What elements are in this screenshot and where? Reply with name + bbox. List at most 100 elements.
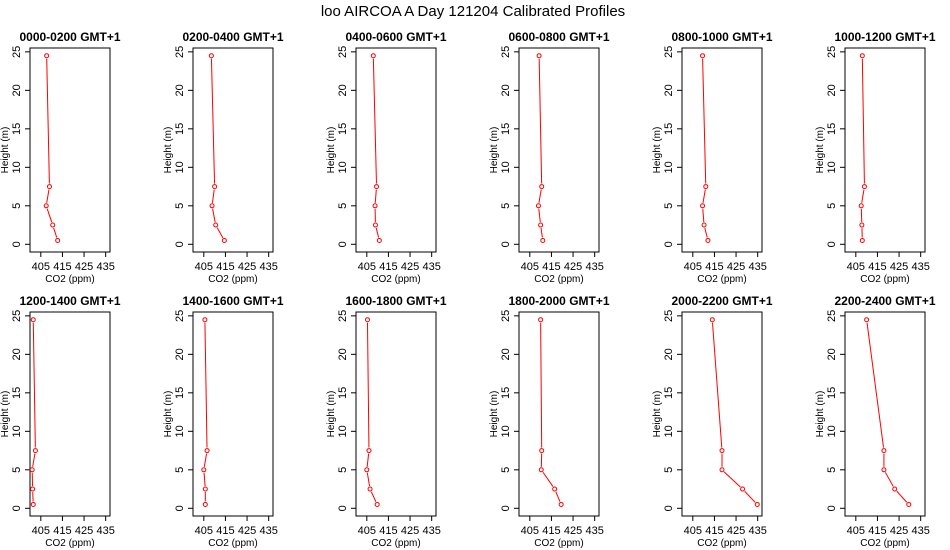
data-point: [538, 467, 544, 473]
y-tick-label: 15: [500, 387, 512, 399]
x-tick-label: 435: [585, 261, 603, 273]
y-tick-label: 0: [500, 505, 512, 511]
series-segment: [366, 472, 371, 487]
y-tick-label: 20: [663, 348, 675, 360]
series-segment: [744, 490, 756, 503]
y-tick-label: 5: [500, 467, 512, 473]
y-tick-label: 20: [174, 84, 186, 96]
y-tick-label: 0: [663, 241, 675, 247]
x-tick-label: 425: [238, 525, 256, 537]
series-segment: [366, 453, 370, 467]
data-point: [558, 501, 564, 507]
data-point: [374, 184, 380, 190]
data-point: [376, 237, 382, 243]
y-tick-label: 10: [663, 425, 675, 437]
data-point: [46, 184, 52, 190]
series-segment: [896, 490, 908, 503]
data-point: [538, 317, 544, 323]
x-tick-label: 415: [53, 261, 71, 273]
y-tick-label: 20: [500, 84, 512, 96]
y-axis-label: Height (m): [815, 391, 826, 438]
x-tick-label: 415: [705, 261, 723, 273]
y-tick-label: 15: [11, 387, 23, 399]
x-tick-label: 415: [705, 525, 723, 537]
y-tick-label: 20: [337, 348, 349, 360]
x-axis-label: CO2 (ppm): [534, 274, 583, 285]
y-tick-label: 15: [826, 123, 838, 135]
panel-title: 0400-0600 GMT+1: [345, 30, 446, 44]
x-tick-label: 415: [868, 261, 886, 273]
plot-frame: [518, 47, 600, 253]
x-tick-label: 405: [847, 525, 865, 537]
data-point: [32, 448, 38, 454]
panel-title: 1400-1600 GMT+1: [182, 294, 283, 308]
plot-frame: [355, 47, 437, 253]
x-tick-label: 405: [847, 261, 865, 273]
y-tick-label: 15: [826, 387, 838, 399]
y-axis-label: Height (m): [163, 391, 174, 438]
y-tick-label: 10: [826, 161, 838, 173]
x-tick-label: 425: [564, 525, 582, 537]
series-segment: [711, 322, 723, 448]
plot-frame: [681, 311, 763, 517]
data-point: [703, 184, 709, 190]
data-point: [858, 203, 864, 209]
x-tick-label: 425: [401, 261, 419, 273]
x-axis-label: CO2 (ppm): [208, 274, 257, 285]
x-axis-label: CO2 (ppm): [697, 274, 746, 285]
data-point: [881, 448, 887, 454]
y-tick-label: 15: [663, 387, 675, 399]
data-point: [859, 237, 865, 243]
data-point: [892, 486, 898, 492]
panel-title: 1000-1200 GMT+1: [834, 30, 935, 44]
y-tick-label: 10: [500, 425, 512, 437]
y-tick-label: 15: [174, 387, 186, 399]
y-tick-label: 20: [826, 348, 838, 360]
y-tick-label: 5: [11, 203, 23, 209]
y-tick-label: 10: [337, 161, 349, 173]
y-tick-label: 25: [174, 310, 186, 322]
y-tick-label: 0: [826, 241, 838, 247]
series-segment: [203, 472, 206, 487]
x-axis-label: CO2 (ppm): [371, 274, 420, 285]
data-point: [709, 317, 715, 323]
y-tick-label: 0: [337, 241, 349, 247]
y-tick-label: 5: [174, 203, 186, 209]
series-segment: [540, 322, 543, 448]
x-tick-label: 415: [216, 261, 234, 273]
y-tick-label: 20: [11, 84, 23, 96]
x-tick-label: 435: [259, 525, 277, 537]
data-point: [864, 317, 870, 323]
y-tick-label: 25: [500, 46, 512, 58]
y-tick-label: 10: [826, 425, 838, 437]
data-point: [372, 222, 378, 228]
y-axis-label: Height (m): [326, 127, 337, 174]
x-axis-label: CO2 (ppm): [697, 538, 746, 549]
y-tick-label: 15: [174, 123, 186, 135]
panel-title: 1600-1800 GMT+1: [345, 294, 446, 308]
y-axis-label: Height (m): [0, 127, 11, 174]
y-tick-label: 5: [337, 467, 349, 473]
series-segment: [46, 58, 50, 184]
series-segment: [210, 58, 216, 184]
panel-title: 2200-2400 GMT+1: [834, 294, 935, 308]
y-tick-label: 0: [663, 505, 675, 511]
x-tick-label: 415: [542, 525, 560, 537]
panel-title: 1800-2000 GMT+1: [508, 294, 609, 308]
panel-title: 1200-1400 GMT+1: [19, 294, 120, 308]
x-axis-label: CO2 (ppm): [860, 538, 909, 549]
panel-title: 0600-0800 GMT+1: [508, 30, 609, 44]
series-segment: [538, 208, 541, 223]
x-tick-label: 435: [422, 261, 440, 273]
y-tick-label: 5: [337, 203, 349, 209]
x-axis-label: CO2 (ppm): [860, 274, 909, 285]
data-point: [740, 486, 746, 492]
